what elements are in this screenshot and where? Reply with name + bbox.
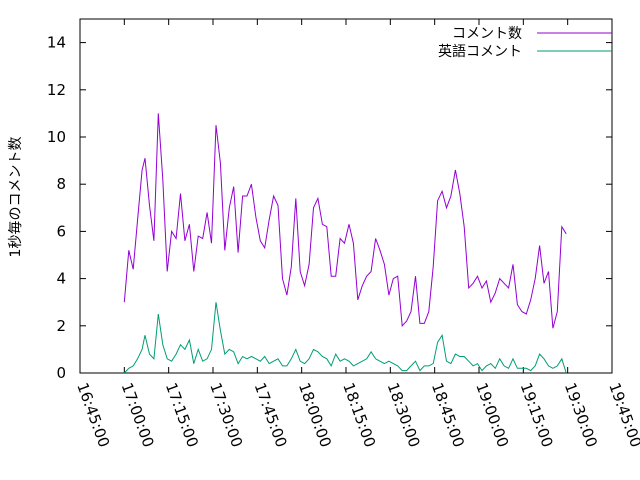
x-tick-label: 17:00:00 <box>118 380 158 449</box>
x-tick-label: 19:00:00 <box>472 380 512 449</box>
x-tick-label: 19:30:00 <box>561 380 601 449</box>
series-line-2 <box>123 302 567 374</box>
plot-frame <box>79 18 613 374</box>
series-line-1 <box>123 113 567 329</box>
x-tick-label: 17:15:00 <box>162 380 202 449</box>
y-tick-label: 2 <box>56 317 66 335</box>
x-tick-label: 16:45:00 <box>73 380 113 449</box>
y-tick-label: 4 <box>56 270 66 288</box>
y-tick-label: 8 <box>56 175 66 193</box>
x-tick-label: 18:30:00 <box>384 380 424 449</box>
legend-label-2: 英語コメント <box>438 43 522 60</box>
plot-border <box>79 18 613 374</box>
x-tick-label: 18:15:00 <box>339 380 379 449</box>
y-axis-label: 1秒毎のコメント数 <box>8 137 24 258</box>
x-tick-label: 19:45:00 <box>605 380 640 449</box>
x-axis: 16:45:00 17:00:00 17:15:00 17:30:00 17:45:00… <box>73 19 640 450</box>
y-tick-label: 10 <box>47 128 66 146</box>
y-axis: 0 2 4 6 8 10 12 14 <box>47 34 612 382</box>
y-tick-label: 14 <box>47 34 66 52</box>
y-tick-label: 6 <box>56 222 66 240</box>
x-tick-label: 18:00:00 <box>295 380 335 449</box>
y-tick-label: 0 <box>56 364 66 382</box>
x-tick-label: 18:45:00 <box>428 380 468 449</box>
x-tick-label: 19:15:00 <box>517 380 557 449</box>
x-tick-label: 17:45:00 <box>251 380 291 449</box>
series-lines <box>123 113 567 374</box>
y-tick-label: 12 <box>47 81 66 99</box>
legend-label-1: コメント数 <box>452 26 522 42</box>
x-tick-label: 17:30:00 <box>206 380 246 449</box>
